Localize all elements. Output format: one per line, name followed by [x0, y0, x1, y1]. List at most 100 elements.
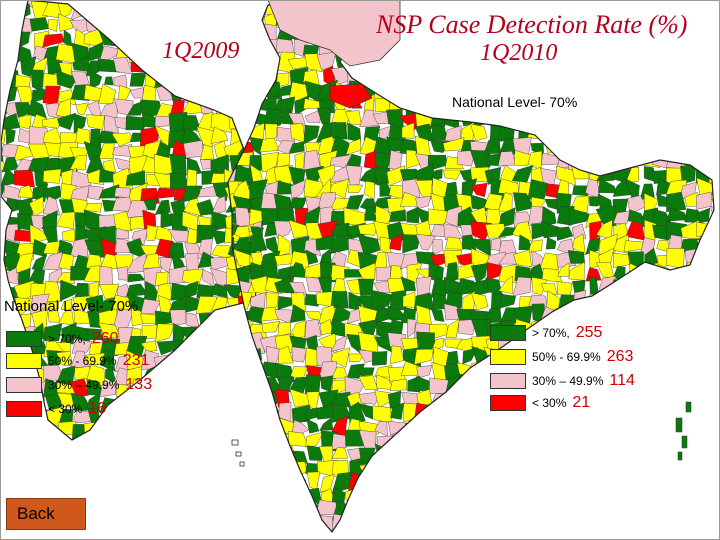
district-cell: [403, 53, 419, 72]
district-cell: [457, 415, 477, 437]
district-cell: [571, 69, 585, 88]
district-cell: [612, 109, 628, 126]
district-cell: [305, 276, 322, 292]
district-cell: [446, 430, 460, 449]
district-cell: [414, 437, 435, 450]
district-cell: [306, 503, 320, 523]
district-cell: [234, 333, 255, 352]
district-cell: [556, 125, 575, 144]
district-cell: [641, 432, 657, 450]
back-button[interactable]: Back: [6, 498, 86, 530]
district-cell: [696, 247, 714, 266]
district-cell: [529, 517, 547, 530]
district-cell: [228, 349, 241, 365]
district-cell: [497, 111, 521, 125]
district-cell: [261, 320, 281, 333]
district-cell: [558, 431, 571, 446]
district-cell: [228, 530, 236, 532]
district-cell: [375, 474, 394, 493]
district-cell: [668, 529, 689, 532]
district-cell: [557, 450, 574, 465]
district-cell: [695, 191, 712, 210]
district-cell: [556, 306, 574, 325]
district-cell: [358, 367, 375, 377]
district-cell: [250, 457, 267, 479]
district-cell: [540, 472, 558, 492]
district-cell: [259, 515, 276, 532]
district-cell: [330, 335, 348, 352]
district-cell: [683, 97, 701, 116]
district-cell: [596, 430, 616, 447]
district-cell: [525, 528, 544, 532]
district-cell: [532, 416, 543, 436]
district-cell: [697, 433, 714, 450]
district-cell: [657, 347, 674, 365]
district-cell: [665, 87, 684, 100]
district-cell: [628, 420, 645, 437]
district-cell: [628, 305, 642, 326]
district-cell: [644, 335, 659, 352]
district-cell: [708, 5, 714, 15]
district-cell: [457, 500, 479, 522]
district-cell: [432, 239, 444, 256]
district-cell: [531, 277, 548, 295]
district-cell: [697, 376, 712, 393]
district-cell: [637, 529, 655, 532]
district-cell: [667, 473, 683, 489]
district-cell: [696, 150, 714, 171]
district-cell: [498, 476, 520, 493]
district-cell: [266, 461, 280, 480]
district-cell: [656, 293, 671, 313]
district-cell: [359, 518, 377, 532]
district-cell: [228, 361, 240, 381]
legend-swatch-pink: [490, 373, 526, 389]
district-cell: [457, 531, 472, 532]
district-cell: [612, 97, 633, 115]
district-cell: [527, 70, 542, 84]
district-cell: [697, 529, 714, 532]
district-cell: [291, 346, 308, 363]
district-cell: [695, 52, 714, 68]
legend-label: 50% - 69.9%: [48, 354, 117, 368]
district-cell: [584, 124, 604, 141]
district-cell: [86, 114, 105, 131]
district-cell: [694, 5, 714, 17]
district-cell: [695, 14, 714, 32]
district-cell: [154, 187, 176, 199]
district-cell: [263, 53, 278, 75]
district-cell: [599, 529, 615, 532]
district-cell: [228, 404, 236, 424]
district-cell: [490, 237, 501, 251]
district-cell: [708, 320, 714, 336]
district-cell: [228, 471, 235, 494]
district-cell: [697, 390, 714, 406]
district-cell: [416, 365, 433, 379]
district-cell: [697, 473, 714, 495]
district-cell: [469, 123, 488, 142]
district-cell: [400, 276, 416, 292]
district-cell: [233, 418, 252, 437]
district-cell: [306, 471, 321, 491]
district-cell: [667, 403, 684, 419]
district-cell: [710, 66, 714, 89]
district-cell: [388, 69, 409, 89]
district-cell: [372, 459, 394, 475]
district-cell: [261, 419, 282, 438]
district-cell: [611, 53, 628, 75]
district-cell: [569, 472, 589, 492]
district-cell: [582, 462, 597, 479]
district-cell: [582, 502, 601, 518]
district-cell: [641, 486, 657, 506]
district-cell: [414, 461, 436, 481]
district-cell: [584, 98, 601, 113]
district-cell: [261, 475, 282, 491]
district-cell: [458, 431, 477, 449]
district-cell: [685, 360, 699, 376]
district-cell: [695, 124, 710, 143]
district-cell: [320, 530, 338, 532]
district-cell: [697, 408, 713, 420]
district-cell: [598, 290, 613, 312]
district-cell: [388, 474, 402, 490]
district-cell: [601, 55, 612, 71]
district-cell: [250, 431, 263, 449]
